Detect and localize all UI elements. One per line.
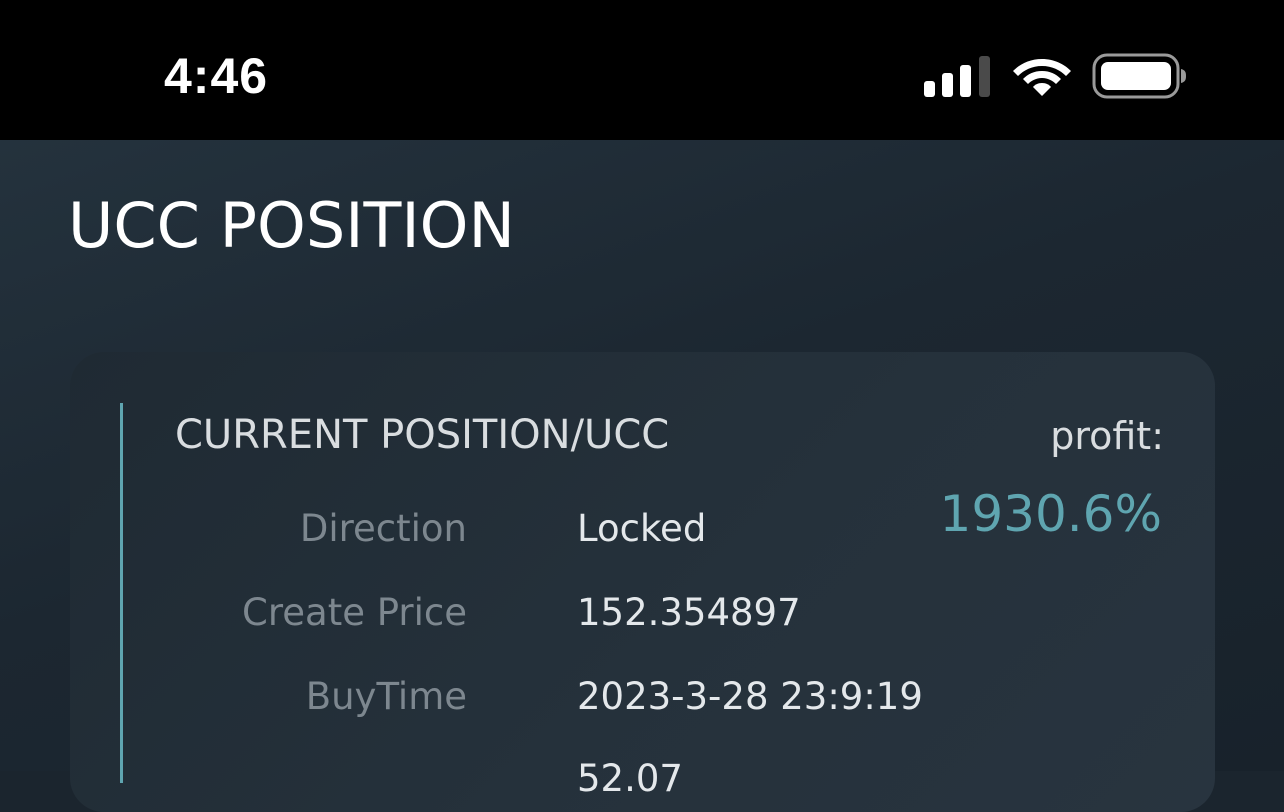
profit-value: 1930.6% [939,485,1162,543]
card-heading: CURRENT POSITION/UCC [175,412,670,458]
profit-label: profit: [1050,414,1164,458]
create-price-label: Create Price [242,591,467,634]
battery-icon [1092,53,1186,99]
status-time: 4:46 [164,48,269,104]
page-title: UCC POSITION [68,189,515,262]
cellular-signal-icon [924,56,990,97]
position-card [70,352,1215,812]
direction-value: Locked [577,507,707,550]
buy-time-label: BuyTime [305,675,467,718]
wifi-icon [1013,59,1071,96]
status-bar: 4:46 [0,0,1284,140]
direction-label: Direction [299,507,467,550]
detail-value-partial: 52.07 [577,757,683,800]
card-accent-line [120,403,123,783]
buy-time-value: 2023-3-28 23:9:19 [577,675,923,718]
create-price-value: 152.354897 [577,591,801,634]
